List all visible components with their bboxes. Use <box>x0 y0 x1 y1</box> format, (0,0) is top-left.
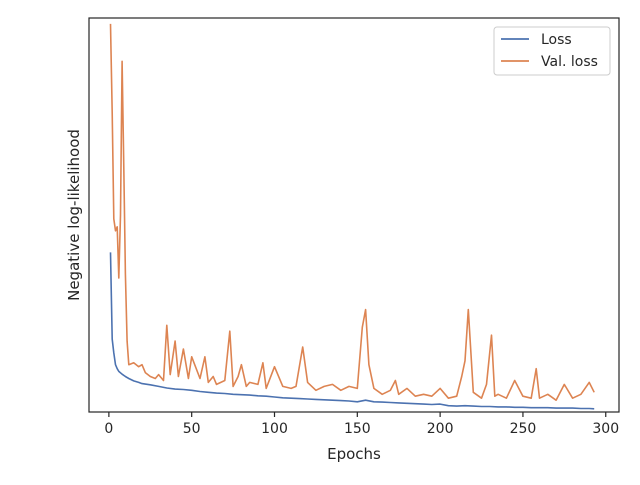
x-tick-label: 50 <box>183 421 201 437</box>
x-tick-label: 200 <box>427 421 454 437</box>
legend: Loss Val. loss <box>493 26 611 76</box>
x-axis-label: Epochs <box>327 445 381 463</box>
x-tick-label: 0 <box>104 421 113 437</box>
x-tick-label: 150 <box>344 421 371 437</box>
series-layer <box>109 23 595 410</box>
series-line-val-loss <box>109 23 595 402</box>
series-line-loss <box>109 252 595 410</box>
x-tick-label: 250 <box>510 421 537 437</box>
legend-label-loss: Loss <box>541 32 572 48</box>
x-tick-label: 100 <box>261 421 288 437</box>
plot-frame <box>88 17 620 413</box>
y-axis-label: Negative log-likelihood <box>65 129 83 301</box>
plot-area <box>89 18 619 412</box>
x-axis-ticks: 0 50 100 150 200 250 300 <box>104 412 619 437</box>
legend-label-val-loss: Val. loss <box>541 54 598 70</box>
x-tick-label: 300 <box>592 421 619 437</box>
